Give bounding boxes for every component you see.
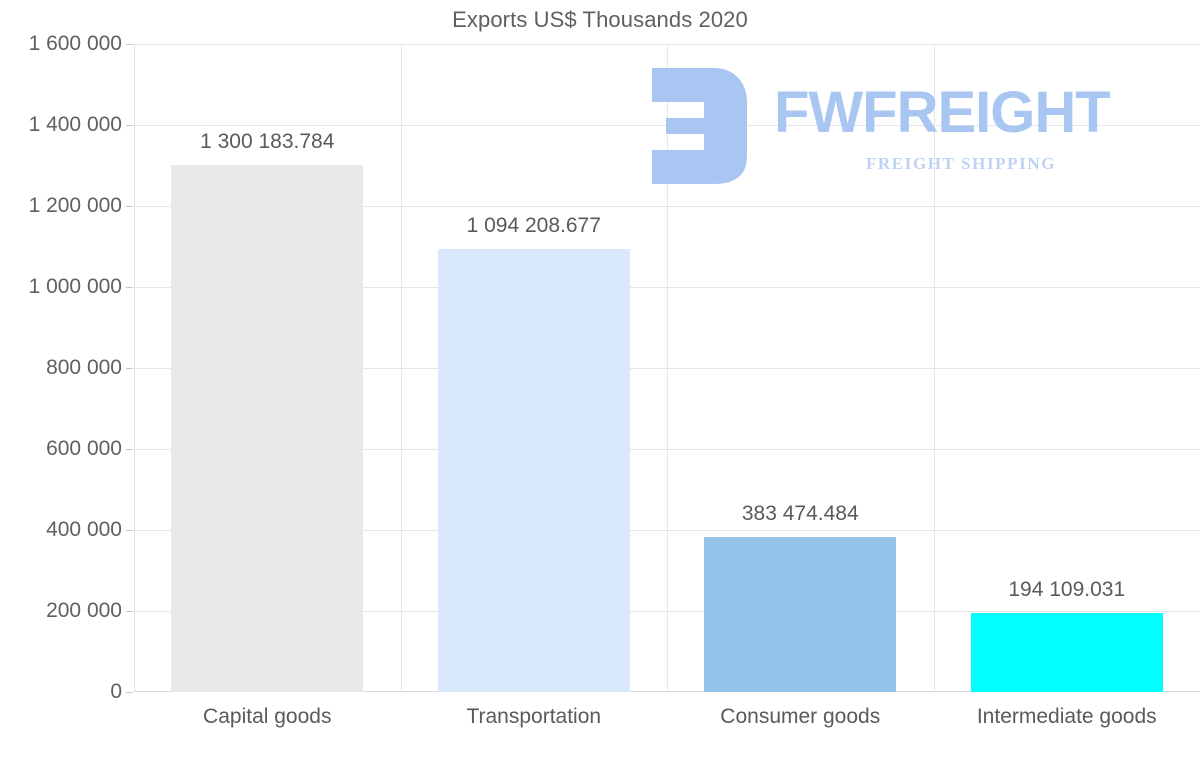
y-axis-tick-mark [126,611,133,612]
y-axis-tick-mark [126,368,133,369]
gridline-vertical [400,44,402,692]
gridline-vertical [667,44,668,692]
bar-value-label: 194 109.031 [1008,578,1126,602]
y-axis-tick-label: 1 000 000 [28,275,122,298]
y-axis-tick-label: 200 000 [46,599,122,622]
bar-value-label: 1 300 183.784 [200,130,335,154]
bar-consumer-goods[interactable] [704,536,897,692]
x-axis-tick-label: Capital goods [203,705,332,728]
bar-value-label: 383 474.484 [741,501,859,525]
y-axis-tick-label: 400 000 [46,518,122,541]
bar-transportation[interactable] [437,248,630,692]
bar-value-label: 1 094 208.677 [466,213,601,237]
y-axis-tick-mark [126,449,133,450]
y-axis-tick-mark [126,692,133,693]
x-axis-tick-label: Intermediate goods [976,705,1157,728]
y-axis-tick-label: 600 000 [46,437,122,460]
y-axis-tick-label: 1 400 000 [28,113,122,136]
gridline-vertical [933,44,935,692]
y-axis-tick-mark [126,125,133,126]
y-axis-tick-label: 0 [110,680,122,703]
y-axis-tick-mark [126,206,133,207]
y-axis-tick-label: 1 600 000 [28,32,122,55]
x-axis-tick-label: Consumer goods [720,705,881,728]
y-axis-tick-mark [126,287,133,288]
y-axis-tick-label: 1 200 000 [28,194,122,217]
chart-title: Exports US$ Thousands 2020 [452,7,748,32]
plot-area [134,44,1200,692]
y-axis-tick-label: 800 000 [46,356,122,379]
y-axis-tick-mark [126,530,133,531]
bar-capital-goods[interactable] [171,165,364,692]
y-axis-tick-mark [126,44,133,45]
bar-intermediate-goods[interactable] [970,613,1163,692]
x-axis-tick-label: Transportation [466,705,602,728]
